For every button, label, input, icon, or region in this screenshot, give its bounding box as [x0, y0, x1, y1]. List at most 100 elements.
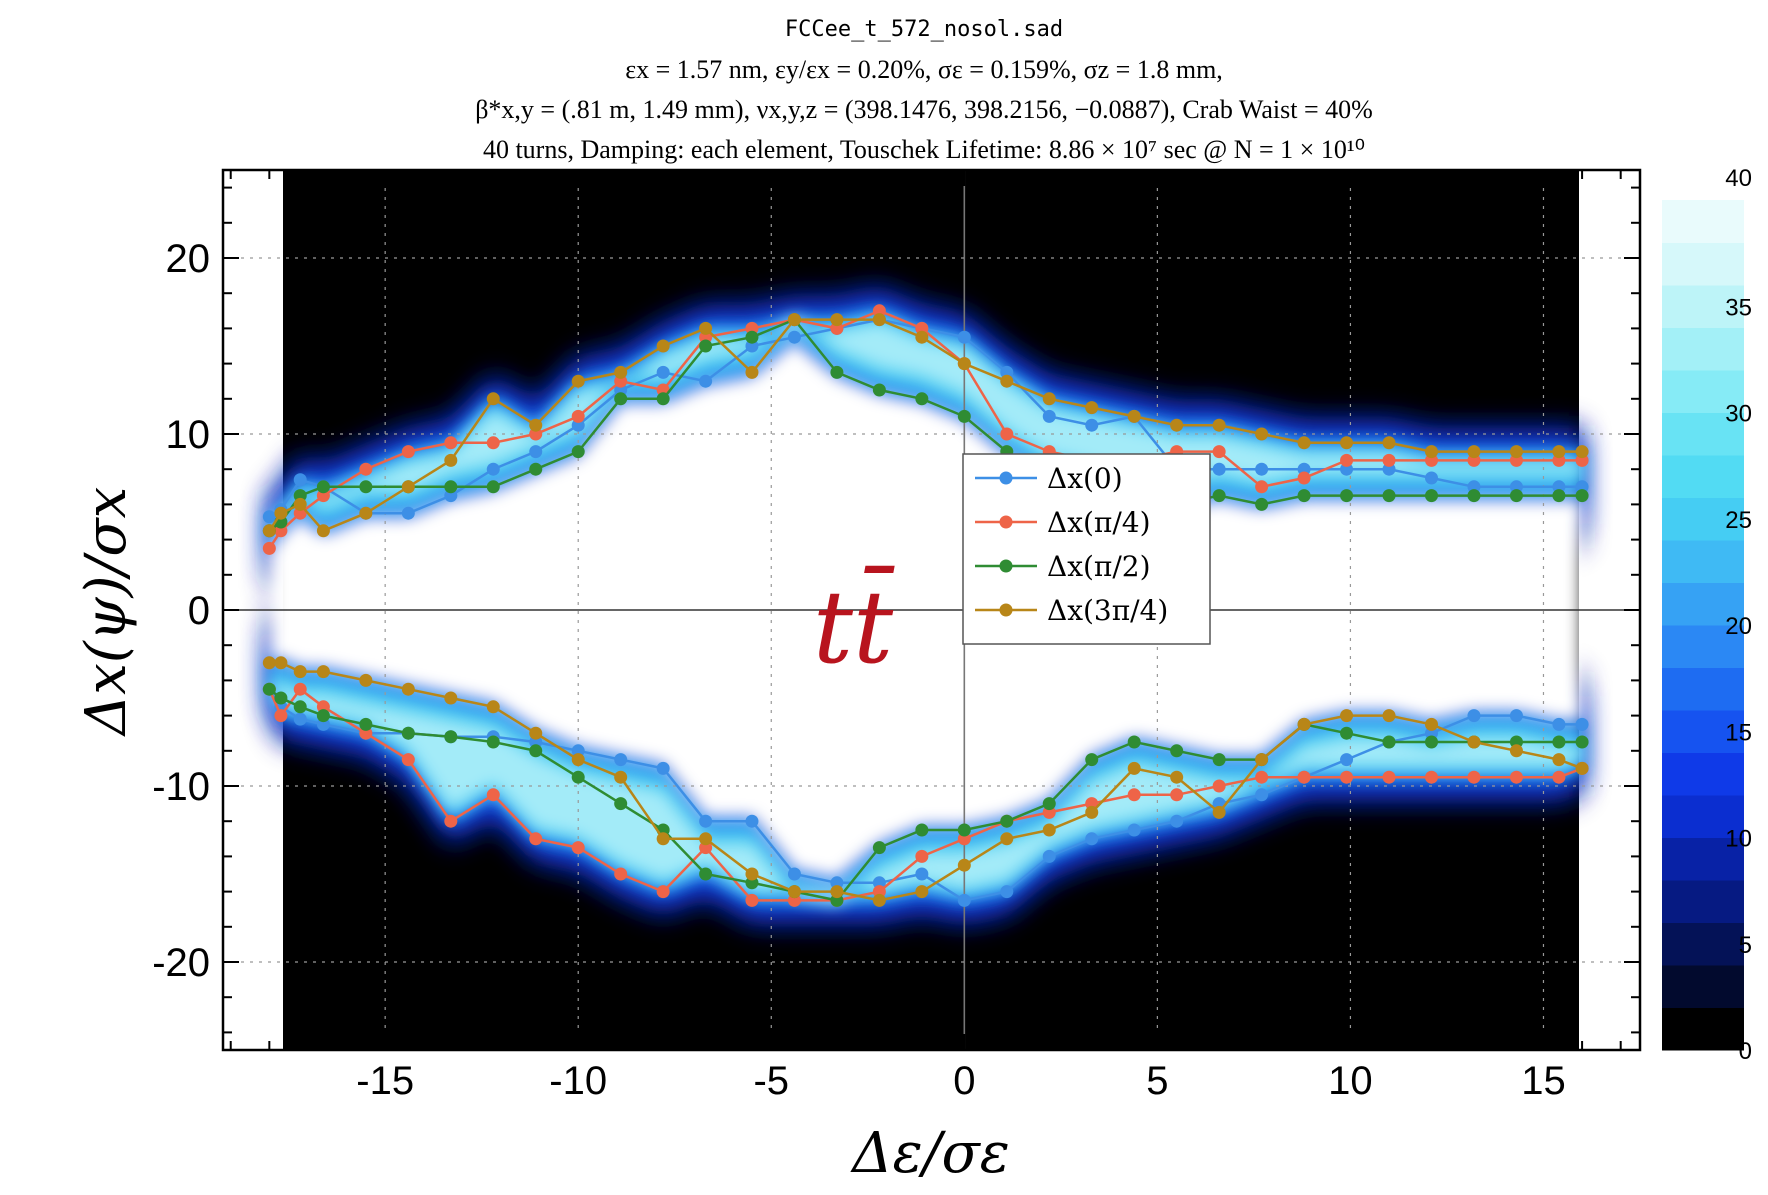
series-3-lower-point [699, 832, 713, 846]
x-tick-label: 10 [1328, 1059, 1373, 1103]
colorbar-step [1662, 412, 1744, 456]
colorbar-step [1662, 795, 1744, 838]
series-3-upper-point [1575, 445, 1589, 459]
series-1-upper-line [268, 309, 1583, 550]
series-2-upper-point [915, 392, 929, 406]
series-3-lower-point [1575, 761, 1589, 775]
colorbar-step [1662, 242, 1744, 286]
series-1-lower-point [656, 885, 670, 899]
series-3-upper-point [656, 339, 670, 353]
x-axis-label: Δε/σε [850, 1121, 1010, 1186]
series-3-upper-point [1170, 418, 1184, 432]
series-2-upper-point [1340, 489, 1354, 503]
plot-area [223, 170, 1640, 1050]
colorbar-tick-label: 10 [1725, 826, 1752, 853]
axis-ticks [223, 170, 1640, 1050]
series-2-upper-point [1425, 489, 1439, 503]
series-0-upper-point [486, 462, 500, 476]
series-0-lower-point [1509, 709, 1523, 723]
series-0-upper-line [268, 318, 1583, 518]
series-0-upper-point [656, 365, 670, 379]
series-2-upper-point [656, 392, 670, 406]
series-2-upper-point [1255, 497, 1269, 511]
y-axis-label: Δx(ψ)/σx [74, 487, 139, 737]
series-2-upper-point [486, 480, 500, 494]
series-2-lower-point [915, 823, 929, 837]
series-2-lower-point [262, 682, 276, 696]
series-1-upper-point [1297, 471, 1311, 485]
legend-label: Δx(3π/4) [1047, 594, 1168, 627]
series-2-upper-point [359, 480, 373, 494]
series-1-lower-line [268, 687, 1583, 902]
colorbar-step [1662, 200, 1744, 243]
series-1-upper-point [486, 436, 500, 450]
series-0-lower-point [293, 712, 307, 726]
series-2-lower-point [1340, 726, 1354, 740]
colorbar-step [1662, 540, 1744, 583]
series-3-lower-point [1212, 805, 1226, 819]
title-line-4: 40 turns, Damping: each element, Tousche… [483, 135, 1365, 164]
series-3-lower-point [1467, 735, 1481, 749]
series-1-lower-point [1340, 770, 1354, 784]
series-3-upper-point [787, 313, 801, 327]
series-1-upper-point [1340, 453, 1354, 467]
series-3-lower-point [1170, 770, 1184, 784]
series-1-lower-point [1127, 788, 1141, 802]
series-0-lower-point [1170, 814, 1184, 828]
series-1-lower-point [1297, 770, 1311, 784]
series-2-upper-point [444, 480, 458, 494]
series-2-upper-line [268, 318, 1583, 532]
series-1-lower-point [1255, 770, 1269, 784]
series-lines [262, 304, 1589, 907]
series-2-lower-point [274, 691, 288, 705]
series-3-upper-point [529, 418, 543, 432]
series-0-upper-point [529, 445, 543, 459]
series-3-lower-point [529, 726, 543, 740]
series-3-upper-point [1509, 445, 1523, 459]
series-3-upper-point [1382, 436, 1396, 450]
series-3-upper-point [274, 506, 288, 520]
colorbar-step [1662, 710, 1744, 753]
series-2-lower-point [614, 797, 628, 811]
series-2-lower-point [571, 770, 585, 784]
series-2-lower-point [1127, 735, 1141, 749]
series-2-lower-point [699, 867, 713, 881]
legend-label: Δx(π/4) [1047, 506, 1151, 539]
series-3-upper-point [1297, 436, 1311, 450]
y-tick-label: -20 [152, 941, 210, 985]
series-1-upper-point [444, 436, 458, 450]
colorbar-step [1662, 497, 1744, 541]
series-2-lower-point [1212, 753, 1226, 767]
series-3-lower-line [269, 661, 1583, 902]
series-3-upper-point [1425, 445, 1439, 459]
legend-marker [999, 603, 1013, 617]
series-1-lower-point [1425, 770, 1439, 784]
series-1-lower-point [401, 753, 415, 767]
series-3-lower-point [1085, 805, 1099, 819]
series-3-lower-point [571, 753, 585, 767]
series-3-upper-point [486, 392, 500, 406]
x-tick-label: -15 [356, 1059, 414, 1103]
series-3-upper-point [915, 330, 929, 344]
series-0-upper-point [699, 374, 713, 388]
series-2-upper-point [957, 409, 971, 423]
series-2-upper-point [1467, 489, 1481, 503]
colorbar-tick-label: 35 [1725, 294, 1752, 321]
series-2-lower-point [872, 841, 886, 855]
series-0-upper-point [1085, 418, 1099, 432]
series-2-upper-point [1382, 489, 1396, 503]
series-2-lower-point [529, 744, 543, 758]
series-0-lower-point [957, 893, 971, 907]
series-2-lower-point [444, 730, 458, 744]
colorbar-step [1662, 370, 1744, 413]
x-tick-label: 0 [953, 1059, 975, 1103]
series-2-lower-point [1575, 735, 1589, 749]
colorbar-tick-label: 30 [1725, 401, 1752, 428]
series-2-lower-point [401, 726, 415, 740]
series-3-upper-point [745, 365, 759, 379]
series-3-upper-point [1127, 409, 1141, 423]
series-0-lower-point [1255, 788, 1269, 802]
x-tick-label: 5 [1146, 1059, 1168, 1103]
series-0-upper-point [401, 506, 415, 520]
